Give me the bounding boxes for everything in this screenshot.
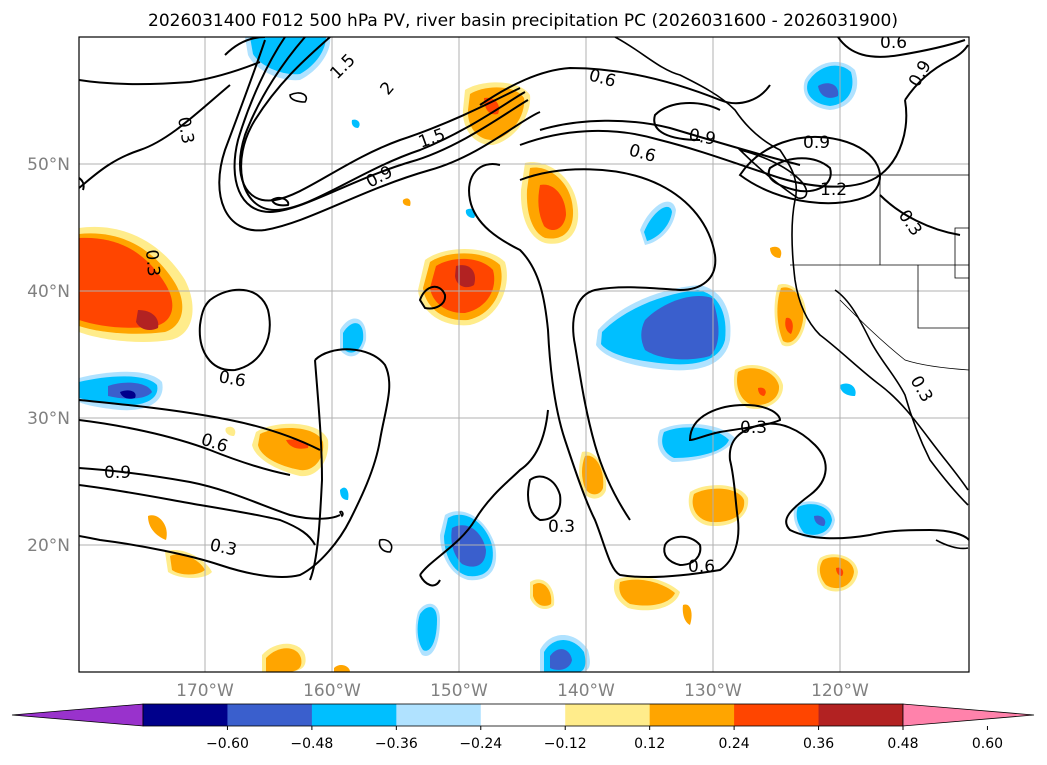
political-borders xyxy=(790,174,969,371)
figure-title: 2026031400 F012 500 hPa PV, river basin … xyxy=(148,11,898,31)
colorbar-bin xyxy=(649,704,735,726)
contour-label: 0.3 xyxy=(740,418,767,438)
colorbar-tick-label: 0.12 xyxy=(634,736,665,752)
contour-label: 0.3 xyxy=(548,517,575,537)
longitude-labels: 170°W 160°W 150°W 140°W 130°W 120°W xyxy=(176,681,869,701)
colorbar-tick-label: −0.48 xyxy=(290,736,333,752)
colorbar-bin xyxy=(480,704,566,726)
contour-label: 0.9 xyxy=(687,125,717,149)
lon-label: 140°W xyxy=(557,681,615,701)
colorbar-ticks: −0.60 −0.48 −0.36 −0.24 −0.12 0.12 0.24 0.36 0.4… xyxy=(206,726,1003,752)
colorbar-bin xyxy=(818,704,904,726)
colorbar-tick-label: 0.48 xyxy=(887,736,918,752)
precip-negative-anomalies xyxy=(79,37,858,672)
contour-label: 0.6 xyxy=(688,557,715,577)
contour-label: 0.6 xyxy=(217,367,247,391)
colorbar-bin xyxy=(311,704,397,726)
colorbar-tick-label: 0.24 xyxy=(719,736,750,752)
colorbar-tick-label: 0.60 xyxy=(972,736,1003,752)
contour-label: 0.6 xyxy=(880,33,907,53)
lon-label: 120°W xyxy=(811,681,869,701)
map-frame xyxy=(78,36,970,673)
colorbar-tick-label: −0.24 xyxy=(459,736,502,752)
colorbar-tick-label: −0.60 xyxy=(206,736,249,752)
colorbar-extend-min xyxy=(11,703,144,727)
colorbar-bin xyxy=(143,704,228,726)
colorbar xyxy=(11,703,1035,727)
lat-label: 20°N xyxy=(27,536,70,556)
lon-label: 150°W xyxy=(430,681,488,701)
lon-label: 160°W xyxy=(303,681,361,701)
latitude-labels: 50°N 40°N 30°N 20°N xyxy=(27,155,70,556)
contour-label: 0.9 xyxy=(104,463,131,483)
colorbar-tick-label: −0.36 xyxy=(375,736,418,752)
lat-label: 30°N xyxy=(27,409,70,429)
contour-label: 0.3 xyxy=(141,249,163,278)
colorbar-tick-label: 0.36 xyxy=(803,736,834,752)
contour-label: 0.9 xyxy=(803,133,830,153)
lon-label: 170°W xyxy=(176,681,234,701)
colorbar-bin xyxy=(565,704,651,726)
lon-label: 130°W xyxy=(684,681,742,701)
colorbar-bin xyxy=(396,704,482,726)
colorbar-tick-label: −0.12 xyxy=(544,736,587,752)
pv-contours xyxy=(79,37,969,587)
lat-label: 50°N xyxy=(27,155,70,175)
colorbar-bin xyxy=(227,704,313,726)
contour-label: 1.2 xyxy=(820,180,847,200)
lat-label: 40°N xyxy=(27,282,70,302)
colorbar-extend-max xyxy=(902,703,1035,727)
colorbar-bin xyxy=(734,704,820,726)
contour-label: 0.3 xyxy=(173,115,197,145)
